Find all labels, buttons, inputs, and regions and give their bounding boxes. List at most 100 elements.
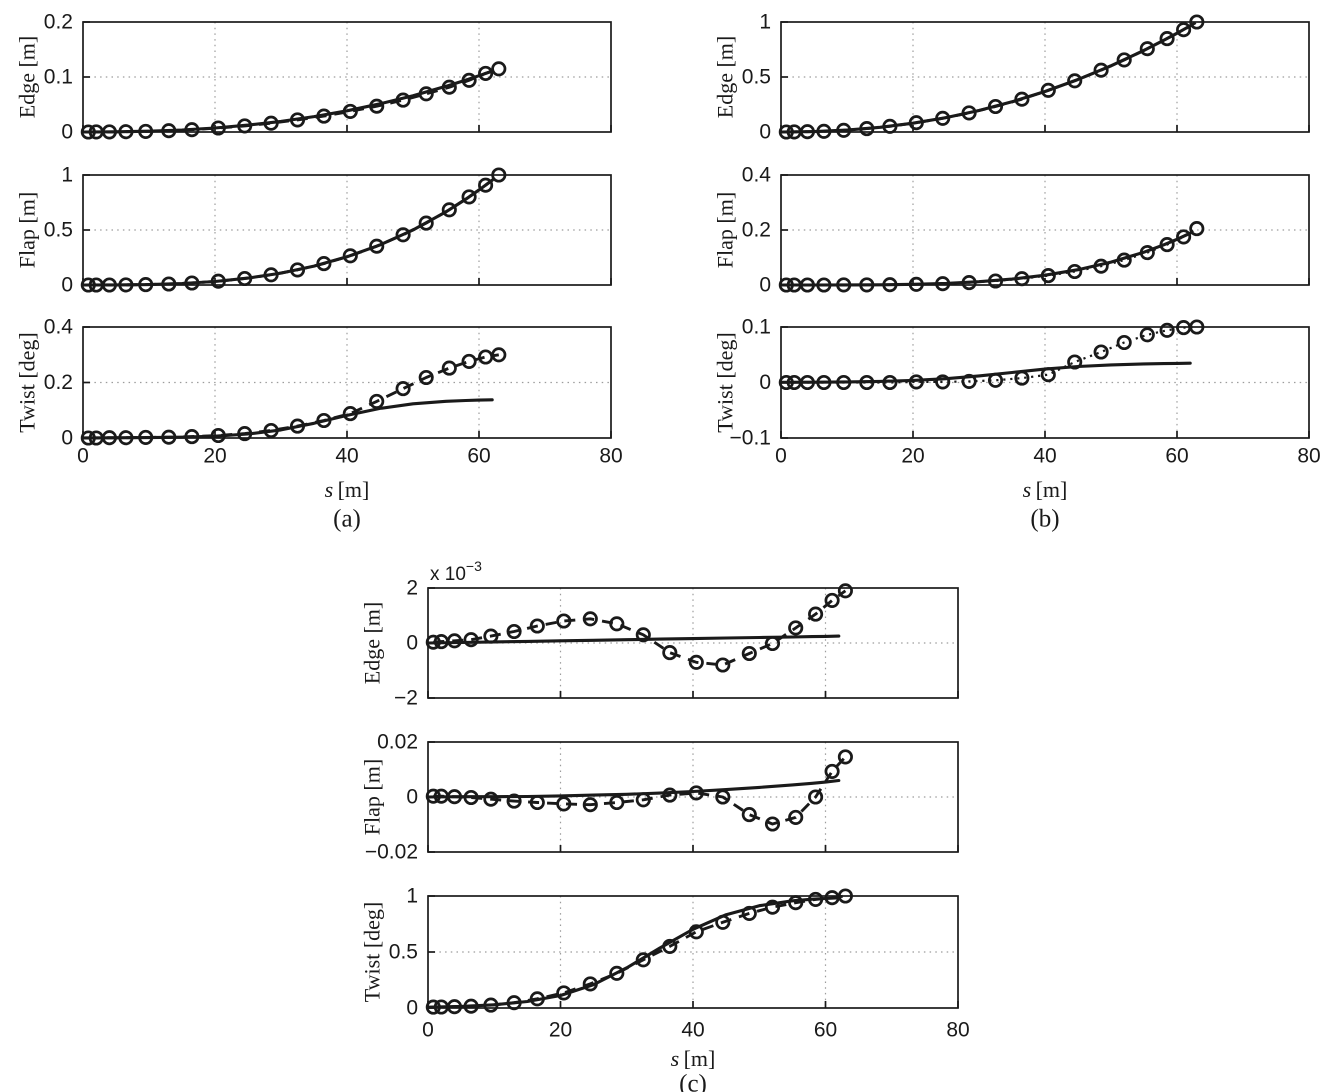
dashed-line-series [433,755,847,826]
data-point-marker [161,429,177,445]
panel-b-edge-plot: 0 0.5 1 Edge [m] [713,11,1310,144]
data-point-marker [418,215,434,231]
data-point-marker [237,270,253,287]
data-point-marker [316,256,332,272]
axes-frame [82,174,612,286]
data-point-marker [808,891,824,907]
panel-caption: (c) [679,1071,707,1092]
data-point-marker [987,372,1004,388]
data-point-marker [461,353,477,369]
y-tick-label: 0.4 [44,316,74,339]
x-axis-label: s [m] [1023,477,1068,502]
data-point-marker [138,429,154,445]
data-point-marker [446,633,463,649]
y-tick-label: 0.2 [44,371,73,394]
solid-line-series [81,398,494,440]
data-point-marker [425,634,441,650]
data-point-marker [1159,322,1175,338]
data-point-marker [635,792,651,808]
data-point-marker [138,277,154,293]
dotted-line-series [786,227,1198,287]
data-point-marker [418,369,434,386]
panel-caption: (a) [333,506,361,533]
data-point-marker [882,118,898,134]
data-point-marker [184,275,200,291]
data-point-marker [441,79,457,95]
solid-line-series [779,24,1192,134]
y-tick-label: −0.02 [365,841,418,864]
data-point-marker [837,888,853,904]
data-point-marker [816,374,832,391]
data-point-marker [1067,73,1083,89]
data-point-marker [1116,252,1132,268]
data-point-marker [908,276,924,292]
data-point-marker [446,789,463,805]
data-point-marker [425,999,441,1015]
data-point-marker [715,914,731,930]
y-axis-label: Flap [m] [360,759,385,835]
data-point-marker [961,105,977,121]
y-tick-label: 0.02 [377,731,418,754]
data-point-marker [1093,258,1109,274]
dashed-line-series [88,173,500,287]
data-point-marker [799,374,815,391]
data-point-marker [1139,245,1155,261]
data-point-marker [582,976,598,992]
data-point-marker [184,122,200,138]
data-point-marker [688,924,704,940]
data-point-marker [788,620,804,636]
data-point-marker [101,277,117,293]
y-tick-label: 0.5 [742,66,771,89]
data-point-marker [935,276,951,292]
data-point-marker [859,121,875,137]
data-point-marker [506,995,522,1011]
data-point-marker [1116,52,1132,68]
data-point-marker [483,791,499,807]
data-point-marker [289,112,306,128]
x-tick-label: 20 [549,1019,572,1042]
data-point-marker [461,72,477,88]
x-tick-label: 20 [203,445,226,468]
data-point-marker [461,189,477,205]
y-tick-label: 0 [406,997,418,1020]
x-axis-label: s [m] [671,1046,716,1071]
data-point-marker [483,997,499,1013]
data-point-marker [101,124,117,140]
data-point-marker [1139,41,1155,57]
panel-c-flap-plot: −0.02 0 0.02 Flap [m] [360,731,959,864]
data-point-marker [1189,221,1205,237]
data-point-marker [1189,319,1205,335]
data-point-marker [237,118,253,134]
data-point-marker [478,65,494,81]
data-point-marker [609,794,625,811]
data-point-marker [463,789,479,806]
y-tick-label: 0.2 [44,11,73,34]
y-tick-label: −0.1 [730,427,771,450]
panel-caption: (b) [1030,506,1059,533]
data-point-marker [778,277,794,293]
solid-line-series [779,361,1192,384]
data-point-marker [824,592,840,608]
y-axis-label: Twist [deg] [713,332,738,433]
data-point-marker [369,393,385,409]
data-point-marker [289,262,306,278]
data-point-marker [1014,271,1030,287]
data-point-marker [908,374,924,390]
data-point-marker [788,809,804,825]
y-axis-label: Edge [m] [360,602,385,684]
data-point-marker [463,998,479,1014]
x-tick-label: 60 [1165,445,1188,468]
data-point-marker [778,124,794,140]
y-axis-exponent-label: x 10−3 [430,558,482,585]
data-point-marker [609,965,625,981]
data-point-marker [395,92,411,108]
data-point-marker [161,123,177,139]
data-point-marker [609,616,625,632]
data-point-marker [582,797,598,813]
data-point-marker [635,627,651,643]
y-tick-label: 0 [759,274,771,297]
y-tick-label: 0.5 [389,941,418,964]
data-point-marker [556,613,572,629]
data-point-marker [799,277,815,293]
data-point-marker [987,273,1004,289]
